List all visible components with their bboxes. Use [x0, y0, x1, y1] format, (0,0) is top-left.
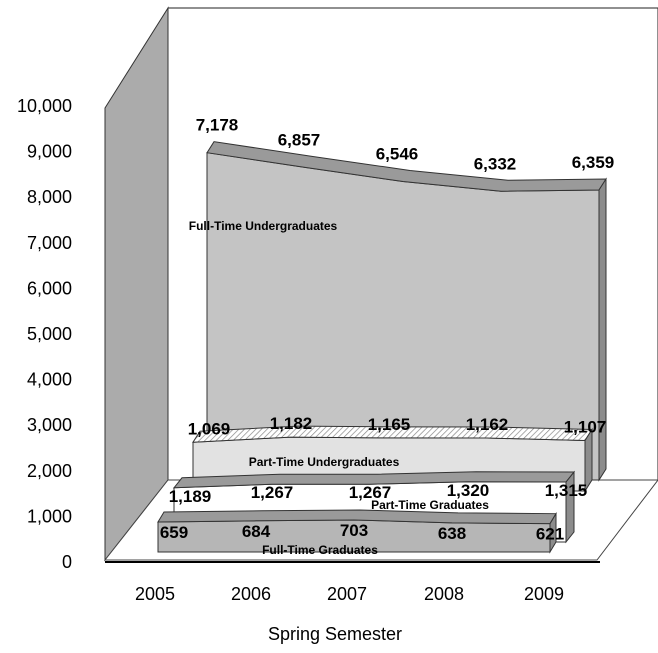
data-label: 703 [340, 521, 368, 540]
series-full-time-undergraduates: 7,178 6,857 6,546 6,332 6,359 Full-Time Under… [189, 116, 615, 482]
data-label: 1,315 [545, 481, 588, 500]
data-label: 6,332 [474, 154, 517, 173]
data-label: 6,857 [278, 130, 321, 149]
x-axis-title: Spring Semester [268, 624, 402, 644]
area-side [549, 511, 557, 554]
series-name-label: Full-Time Undergraduates [189, 219, 338, 233]
y-tick-label: 0 [62, 552, 72, 572]
data-label: 1,182 [270, 414, 313, 433]
side-wall [104, 6, 169, 562]
y-tick-label: 6,000 [27, 278, 72, 298]
data-label: 6,359 [572, 153, 615, 172]
x-tick-label: 2006 [231, 584, 271, 604]
data-label: 684 [242, 522, 271, 541]
x-tick-label: 2008 [424, 584, 464, 604]
data-label: 1,189 [169, 487, 212, 506]
y-axis-ticks: 0 1,000 2,000 3,000 4,000 5,000 6,000 7,000 8,00… [17, 96, 72, 572]
series-name-label: Part-Time Undergraduates [249, 455, 400, 469]
area-side [584, 427, 593, 493]
area-side [598, 177, 607, 482]
data-label: 638 [438, 524, 466, 543]
data-label: 1,165 [368, 415, 411, 434]
x-tick-label: 2009 [524, 584, 564, 604]
data-label: 1,267 [251, 483, 294, 502]
series-full-time-graduates: 659 684 703 638 621 Full-Time Graduates [157, 509, 564, 557]
data-label: 1,267 [349, 483, 392, 502]
y-tick-label: 1,000 [27, 506, 72, 526]
y-tick-label: 9,000 [27, 142, 72, 162]
y-tick-label: 4,000 [27, 370, 72, 390]
y-tick-label: 5,000 [27, 324, 72, 344]
data-label: 621 [536, 525, 564, 544]
y-tick-label: 8,000 [27, 187, 72, 207]
data-label: 1,320 [447, 481, 490, 500]
area-side [565, 470, 575, 544]
y-tick-label: 2,000 [27, 461, 72, 481]
data-label: 659 [160, 523, 188, 542]
y-tick-label: 7,000 [27, 233, 72, 253]
data-label: 1,162 [466, 415, 509, 434]
data-label: 7,178 [196, 116, 239, 135]
series-name-label: Full-Time Graduates [262, 543, 378, 557]
series-name-label: Part-Time Graduates [371, 498, 489, 512]
x-tick-label: 2005 [135, 584, 175, 604]
data-label: 1,069 [188, 419, 231, 438]
x-tick-label: 2007 [327, 584, 367, 604]
x-axis-ticks: 2005 2006 2007 2008 2009 [135, 584, 564, 604]
y-tick-label: 3,000 [27, 415, 72, 435]
series-layer: 7,178 6,857 6,546 6,332 6,359 Full-Time Under… [157, 116, 615, 557]
y-tick-label: 10,000 [17, 96, 72, 116]
data-label: 6,546 [376, 145, 419, 164]
data-label: 1,107 [564, 418, 607, 437]
